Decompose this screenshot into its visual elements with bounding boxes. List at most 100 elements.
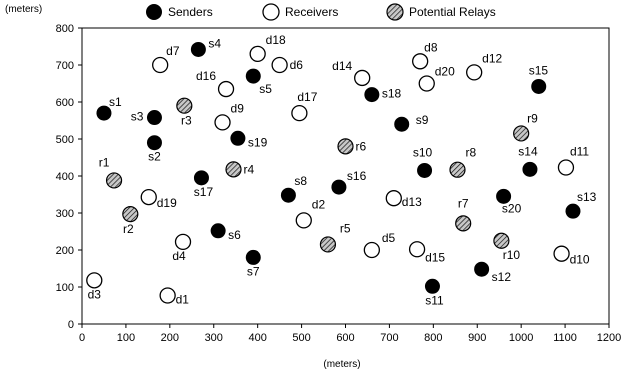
sender-marker bbox=[146, 110, 162, 126]
y-axis-label: (meters) bbox=[5, 4, 42, 15]
receiver-marker bbox=[408, 241, 426, 258]
sender-marker bbox=[331, 179, 347, 195]
point-label: s16 bbox=[347, 169, 367, 183]
sender-marker bbox=[394, 116, 410, 132]
point-label: s18 bbox=[382, 87, 402, 101]
sender-marker bbox=[245, 68, 261, 84]
point-label: d12 bbox=[482, 51, 502, 65]
sender-marker bbox=[193, 170, 209, 186]
x-tick-label: 200 bbox=[161, 332, 179, 344]
receiver-marker bbox=[466, 64, 483, 81]
relay-marker bbox=[513, 125, 530, 142]
data-points: s1 s2 s3 s4 s5 s6 s7 s8 s9 s10 s11 s12 s13 s14 s15 s16 s… bbox=[86, 33, 597, 307]
relay-marker bbox=[122, 206, 139, 223]
receiver-marker bbox=[271, 56, 288, 74]
relay-marker bbox=[455, 215, 472, 232]
point-label: s6 bbox=[228, 228, 241, 242]
x-tick-label: 1100 bbox=[553, 332, 577, 344]
point-label: s13 bbox=[577, 190, 597, 204]
point-label: d6 bbox=[290, 58, 304, 72]
x-tick-label: 700 bbox=[380, 332, 398, 344]
receiver-marker bbox=[291, 104, 308, 122]
sender-marker bbox=[210, 223, 226, 239]
relay-marker bbox=[319, 236, 337, 253]
x-tick-label: 300 bbox=[205, 332, 223, 344]
point-label: d20 bbox=[435, 65, 455, 79]
x-tick-label: 400 bbox=[248, 332, 266, 344]
legend-relays-label: Potential Relays bbox=[409, 5, 496, 19]
receiver-marker bbox=[249, 45, 266, 63]
point-label: s1 bbox=[109, 95, 122, 109]
point-label: s19 bbox=[248, 135, 268, 149]
sender-marker bbox=[417, 162, 433, 178]
point-label: r2 bbox=[123, 222, 134, 236]
relay-marker bbox=[337, 138, 354, 155]
receiver-marker bbox=[217, 80, 235, 98]
point-label: d3 bbox=[88, 287, 102, 301]
sender-marker bbox=[474, 261, 490, 277]
relay-marker bbox=[449, 161, 466, 178]
receiver-marker bbox=[418, 75, 435, 92]
y-tick-label: 700 bbox=[56, 60, 74, 72]
y-tick-label: 100 bbox=[56, 282, 74, 294]
x-tick-label: 0 bbox=[79, 332, 85, 344]
legend-relay-marker bbox=[386, 3, 404, 21]
sender-marker bbox=[531, 78, 547, 94]
receiver-marker bbox=[159, 287, 176, 304]
point-label: r1 bbox=[99, 155, 110, 169]
sender-marker bbox=[364, 87, 380, 103]
receiver-marker bbox=[385, 190, 402, 207]
point-label: s20 bbox=[502, 201, 522, 215]
point-label: r6 bbox=[356, 139, 367, 153]
point-label: d2 bbox=[312, 197, 326, 211]
x-tick-label: 900 bbox=[468, 332, 486, 344]
point-label: r9 bbox=[527, 111, 538, 125]
relay-marker bbox=[105, 172, 123, 189]
point-label: r4 bbox=[244, 162, 255, 176]
x-tick-label: 100 bbox=[117, 332, 135, 344]
y-axis: 0 100 200 300 400 500 600 700 800 bbox=[56, 23, 82, 331]
point-label: d18 bbox=[266, 33, 286, 47]
point-label: d16 bbox=[196, 69, 216, 83]
point-label: r7 bbox=[458, 196, 469, 210]
relay-marker bbox=[225, 161, 242, 178]
sender-marker bbox=[146, 135, 162, 151]
legend-receiver-marker bbox=[262, 3, 280, 21]
receiver-marker bbox=[412, 53, 429, 70]
legend: Senders Receivers Potential Relays bbox=[146, 3, 496, 21]
sender-marker bbox=[190, 41, 206, 57]
receiver-marker bbox=[557, 159, 575, 176]
legend-sender-marker bbox=[146, 4, 162, 20]
y-tick-label: 500 bbox=[56, 134, 74, 146]
point-label: d7 bbox=[166, 44, 180, 58]
sender-marker bbox=[522, 161, 538, 177]
legend-receivers-label: Receivers bbox=[285, 5, 338, 19]
point-label: s12 bbox=[492, 270, 512, 284]
sender-marker bbox=[230, 130, 246, 146]
relay-marker bbox=[176, 97, 193, 114]
receiver-marker bbox=[354, 69, 371, 87]
point-label: d14 bbox=[332, 59, 352, 73]
y-tick-label: 0 bbox=[68, 319, 74, 331]
y-tick-label: 400 bbox=[56, 171, 74, 183]
receiver-marker bbox=[295, 212, 312, 229]
point-label: d1 bbox=[176, 293, 190, 307]
x-tick-label: 1000 bbox=[509, 332, 533, 344]
point-label: d4 bbox=[172, 249, 186, 263]
point-label: s3 bbox=[131, 110, 144, 124]
point-label: s4 bbox=[208, 36, 221, 50]
point-label: r3 bbox=[181, 114, 192, 128]
point-label: s2 bbox=[148, 150, 161, 164]
y-tick-label: 300 bbox=[56, 208, 74, 220]
receiver-marker bbox=[86, 272, 103, 289]
point-label: s9 bbox=[416, 113, 429, 127]
point-label: s14 bbox=[518, 144, 538, 158]
sender-marker bbox=[96, 105, 112, 121]
receiver-marker bbox=[152, 56, 169, 74]
point-label: s11 bbox=[425, 293, 444, 307]
y-tick-label: 600 bbox=[56, 97, 74, 109]
receiver-marker bbox=[174, 233, 192, 251]
point-label: d13 bbox=[402, 195, 422, 209]
receiver-marker bbox=[363, 241, 381, 259]
point-label: r10 bbox=[503, 248, 521, 262]
